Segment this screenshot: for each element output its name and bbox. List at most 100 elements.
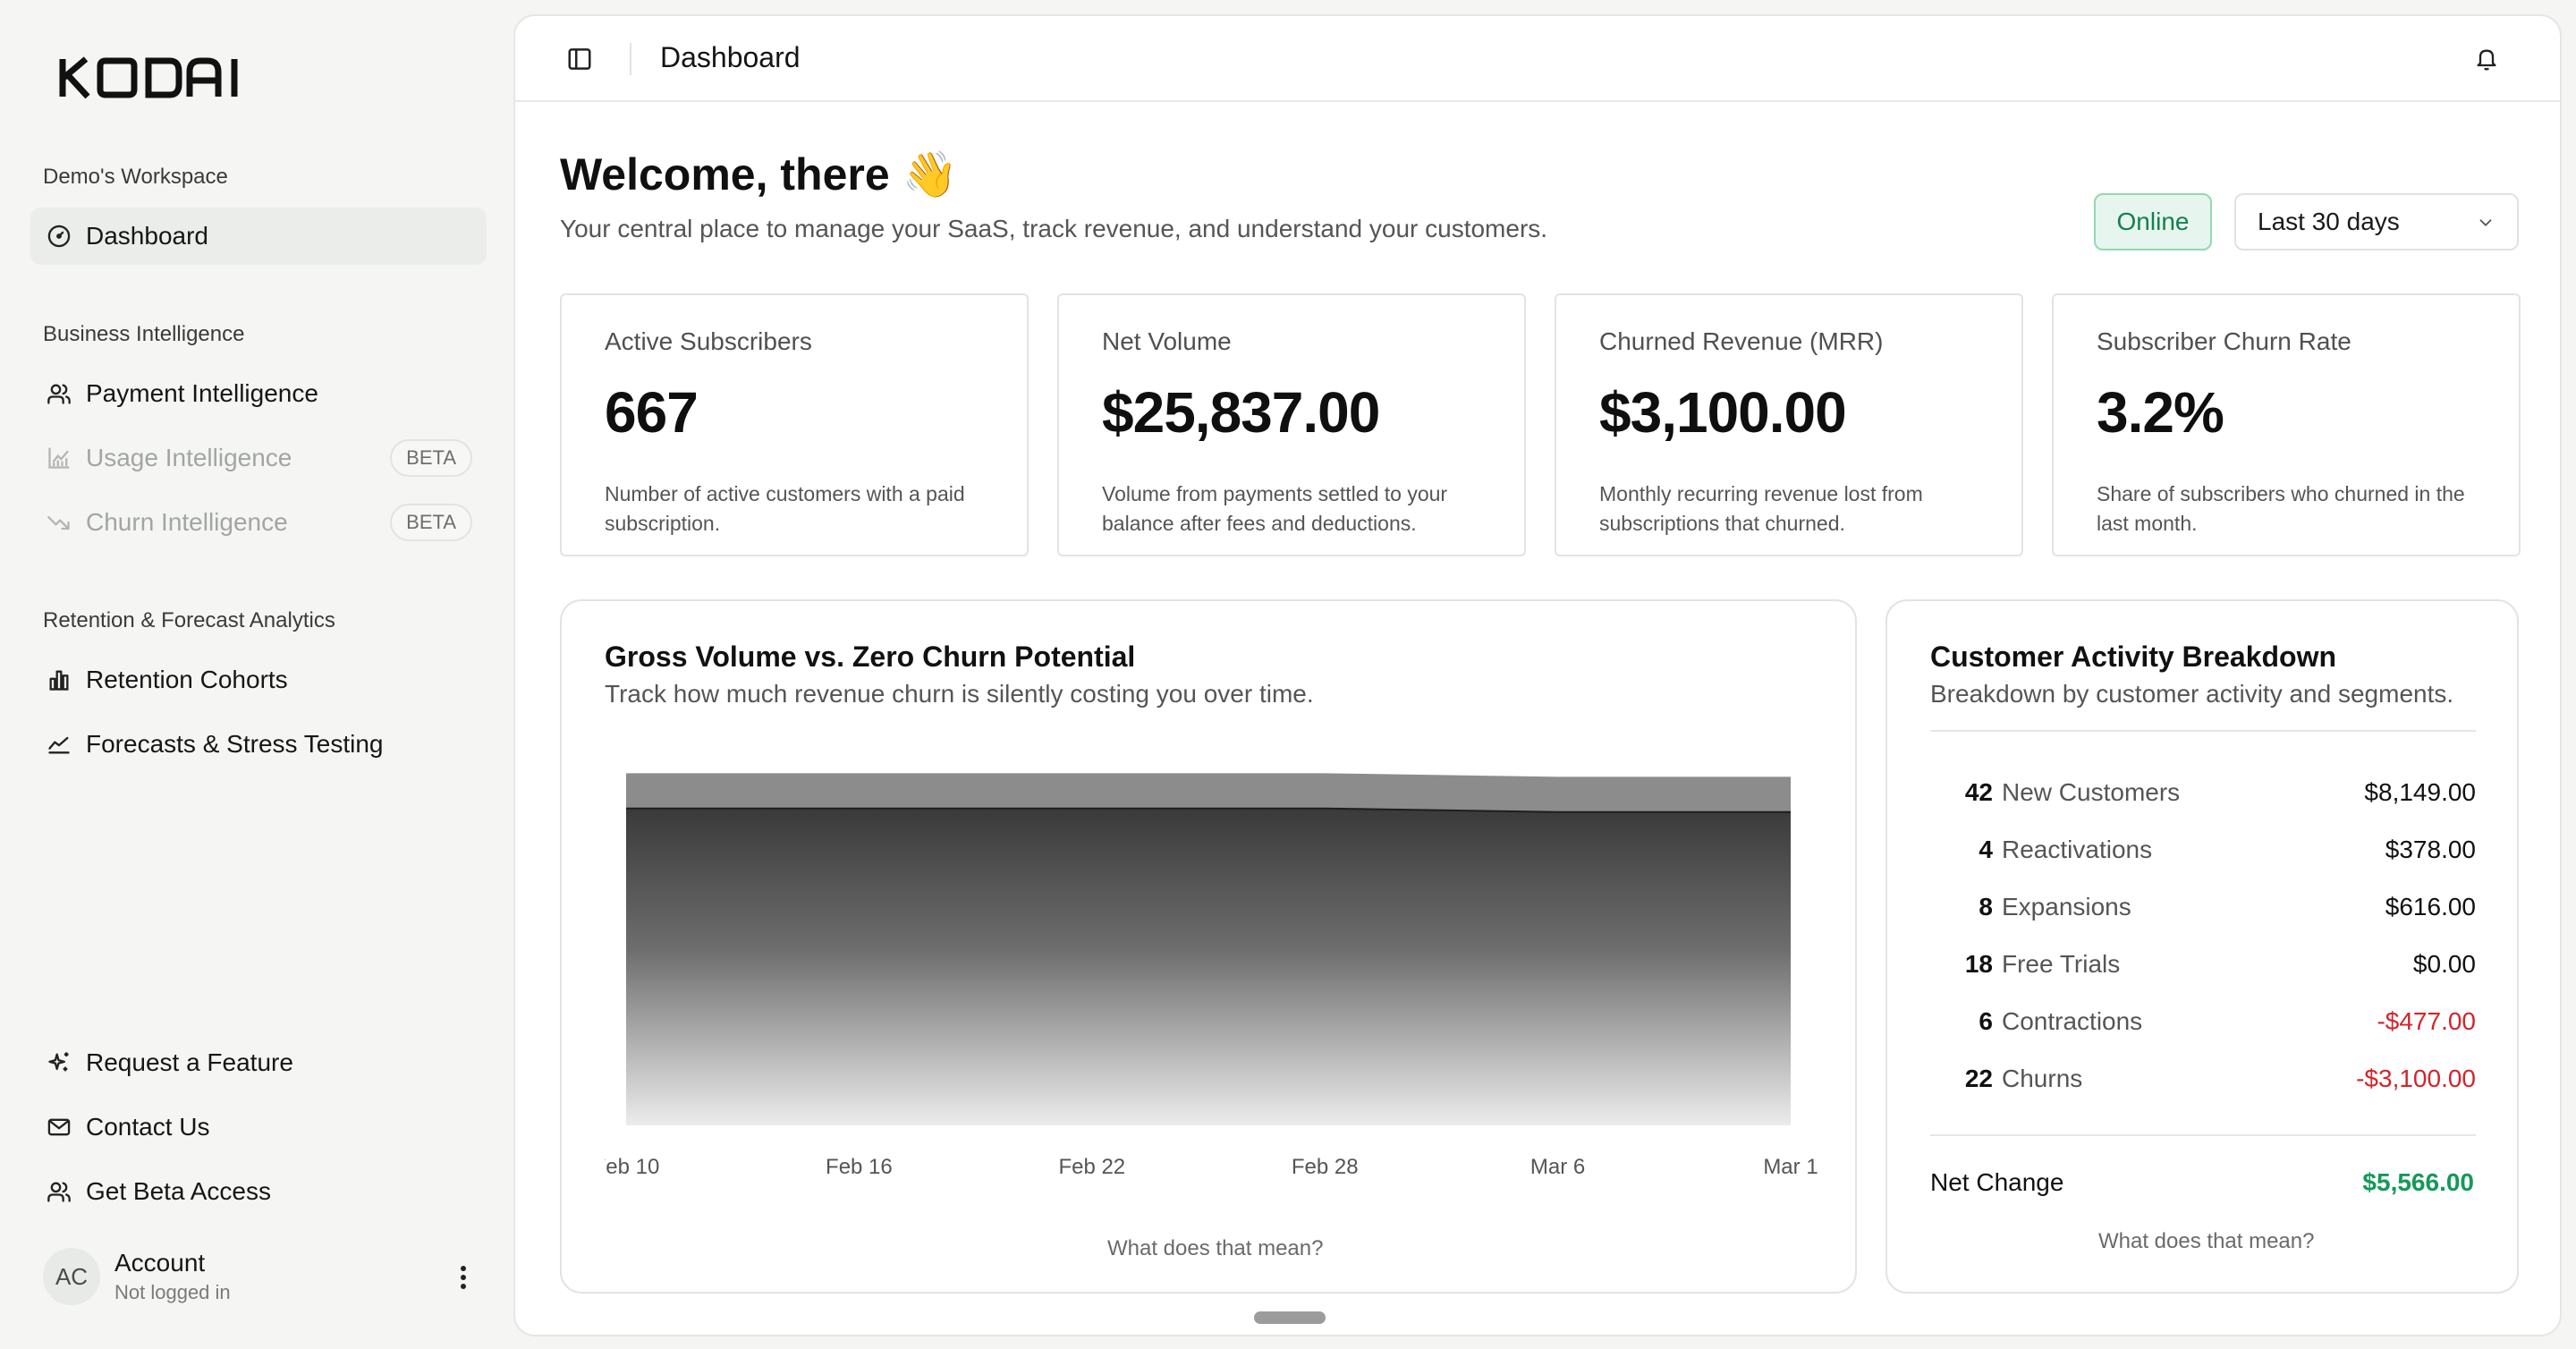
series-line-gross: [626, 807, 1791, 813]
divider: [1930, 730, 2476, 732]
date-range-select[interactable]: Last 30 days: [2234, 193, 2519, 250]
activity-count: 22: [1964, 1065, 1993, 1092]
metric-description: Number of active customers with a paid s…: [605, 482, 965, 535]
sidebar-item-payment-intelligence[interactable]: Payment Intelligence: [30, 365, 487, 422]
metric-value: $25,837.00: [1102, 380, 1380, 445]
activity-amount: $378.00: [2385, 836, 2476, 863]
sidebar-item-retention-cohorts[interactable]: Retention Cohorts: [30, 651, 487, 708]
x-tick-label: Mar 6: [1530, 1155, 1585, 1179]
metric-card-churn-rate: Subscriber Churn Rate 3.2% Share of subs…: [2052, 293, 2521, 556]
metric-title: Net Volume: [1102, 327, 1232, 355]
activity-count: 6: [1979, 1007, 1993, 1035]
card-subtitle: Breakdown by customer activity and segme…: [1930, 680, 2454, 708]
activity-label: Contractions: [2002, 1007, 2143, 1035]
activity-count: 4: [1979, 836, 1993, 863]
activity-row[interactable]: 42 New Customers $8,149.00: [1930, 778, 2476, 814]
sidebar-item-label: Usage Intelligence: [86, 444, 292, 471]
activity-row[interactable]: 4 Reactivations $378.00: [1930, 836, 2476, 871]
activity-label: Free Trials: [2002, 950, 2121, 978]
card-title: Gross Volume vs. Zero Churn Potential: [605, 641, 1136, 673]
activity-amount: $0.00: [2412, 950, 2476, 978]
x-tick-label: Feb 10: [605, 1155, 659, 1179]
activity-row[interactable]: 6 Contractions -$477.00: [1930, 1007, 2476, 1043]
sidebar-item-usage-intelligence[interactable]: Usage Intelligence BETA: [30, 429, 487, 487]
activity-row[interactable]: 18 Free Trials $0.00: [1930, 950, 2476, 986]
sidebar-item-beta-access[interactable]: Get Beta Access: [30, 1163, 487, 1220]
metric-title: Subscriber Churn Rate: [2097, 327, 2351, 355]
rf-section-label: Retention & Forecast Analytics: [43, 608, 335, 632]
customer-activity-card: Customer Activity Breakdown Breakdown by…: [1885, 599, 2519, 1294]
sidebar-item-label: Forecasts & Stress Testing: [86, 730, 384, 758]
status-badge: Online: [2094, 193, 2212, 250]
metric-value: $3,100.00: [1599, 380, 1847, 445]
bell-icon[interactable]: [2467, 39, 2506, 79]
beta-badge: BETA: [390, 439, 472, 477]
mail-icon: [45, 1113, 73, 1141]
kodai-logo[interactable]: [59, 55, 243, 100]
users-icon: [45, 379, 73, 408]
more-vertical-icon[interactable]: [445, 1260, 481, 1295]
activity-count: 18: [1964, 950, 1993, 978]
sidebar-item-label: Contact Us: [86, 1113, 210, 1141]
card-subtitle: Track how much revenue churn is silently…: [605, 680, 1314, 708]
main-panel: Dashboard Welcome, there 👋 Your central …: [513, 14, 2562, 1336]
activity-label: Churns: [2002, 1065, 2083, 1092]
welcome-subtitle: Your central place to manage your SaaS, …: [560, 215, 1548, 242]
sidebar-item-churn-intelligence[interactable]: Churn Intelligence BETA: [30, 494, 487, 551]
sidebar-item-label: Dashboard: [86, 222, 208, 250]
sidebar: Demo's Workspace Dashboard Business Inte…: [0, 0, 513, 1349]
activity-amount: $616.00: [2385, 893, 2476, 921]
sidebar-item-label: Request a Feature: [86, 1048, 293, 1076]
area-chart[interactable]: Feb 10 Feb 16 Feb 22 Feb 28 Mar 6 Mar 1: [605, 750, 1821, 1179]
sidebar-item-label: Payment Intelligence: [86, 379, 318, 407]
help-link[interactable]: What does that mean?: [2098, 1229, 2315, 1253]
chart-icon: [45, 444, 73, 472]
series-area-gross: [626, 808, 1791, 1125]
activity-amount: $8,149.00: [2364, 778, 2476, 806]
activity-row[interactable]: 8 Expansions $616.00: [1930, 893, 2476, 929]
metric-card-net-volume: Net Volume $25,837.00 Volume from paymen…: [1057, 293, 1526, 556]
metric-value: 3.2%: [2097, 380, 2224, 445]
card-title: Customer Activity Breakdown: [1930, 641, 2337, 673]
users-icon: [45, 1177, 73, 1206]
sidebar-item-label: Churn Intelligence: [86, 508, 288, 536]
beta-badge: BETA: [390, 504, 472, 541]
x-tick-label: Feb 22: [1058, 1155, 1125, 1179]
divider: [1930, 1134, 2476, 1136]
sidebar-item-dashboard[interactable]: Dashboard: [30, 208, 487, 265]
sidebar-item-request-feature[interactable]: Request a Feature: [30, 1034, 487, 1091]
account-name: Account: [114, 1249, 206, 1277]
x-tick-label: Mar 1: [1763, 1155, 1818, 1179]
date-range-value: Last 30 days: [2258, 208, 2400, 235]
workspace-label: Demo's Workspace: [43, 165, 228, 189]
help-link[interactable]: What does that mean?: [1107, 1236, 1324, 1260]
net-change-amount: $5,566.00: [2362, 1168, 2474, 1196]
chevron-down-icon: [2476, 213, 2496, 233]
account-menu[interactable]: AC Account Not logged in: [43, 1245, 481, 1308]
sidebar-item-forecasts[interactable]: Forecasts & Stress Testing: [30, 716, 487, 773]
net-change-label: Net Change: [1930, 1168, 2064, 1196]
bi-section-label: Business Intelligence: [43, 322, 245, 346]
top-bar: Dashboard: [515, 16, 2560, 102]
activity-count: 8: [1979, 893, 1993, 921]
activity-row[interactable]: 22 Churns -$3,100.00: [1930, 1065, 2476, 1100]
metric-card-active-subscribers: Active Subscribers 667 Number of active …: [560, 293, 1029, 556]
sidebar-toggle-icon[interactable]: [562, 41, 597, 77]
trend-down-icon: [45, 508, 73, 537]
metric-card-churned-revenue: Churned Revenue (MRR) $3,100.00 Monthly …: [1555, 293, 2023, 556]
gauge-icon: [45, 222, 73, 250]
sparkles-icon: [45, 1048, 73, 1077]
sidebar-item-label: Retention Cohorts: [86, 666, 288, 693]
sidebar-item-contact-us[interactable]: Contact Us: [30, 1099, 487, 1156]
page-title: Dashboard: [660, 41, 801, 73]
welcome-heading: Welcome, there 👋: [560, 149, 958, 199]
activity-label: Expansions: [2002, 893, 2131, 921]
activity-amount: -$477.00: [2377, 1007, 2476, 1035]
metric-description: Volume from payments settled to your bal…: [1102, 482, 1448, 535]
sidebar-item-label: Get Beta Access: [86, 1177, 271, 1205]
scroll-handle[interactable]: [1254, 1311, 1326, 1324]
metric-title: Active Subscribers: [605, 327, 812, 355]
metric-title: Churned Revenue (MRR): [1599, 327, 1884, 355]
activity-amount: -$3,100.00: [2356, 1065, 2476, 1092]
divider: [630, 43, 631, 75]
